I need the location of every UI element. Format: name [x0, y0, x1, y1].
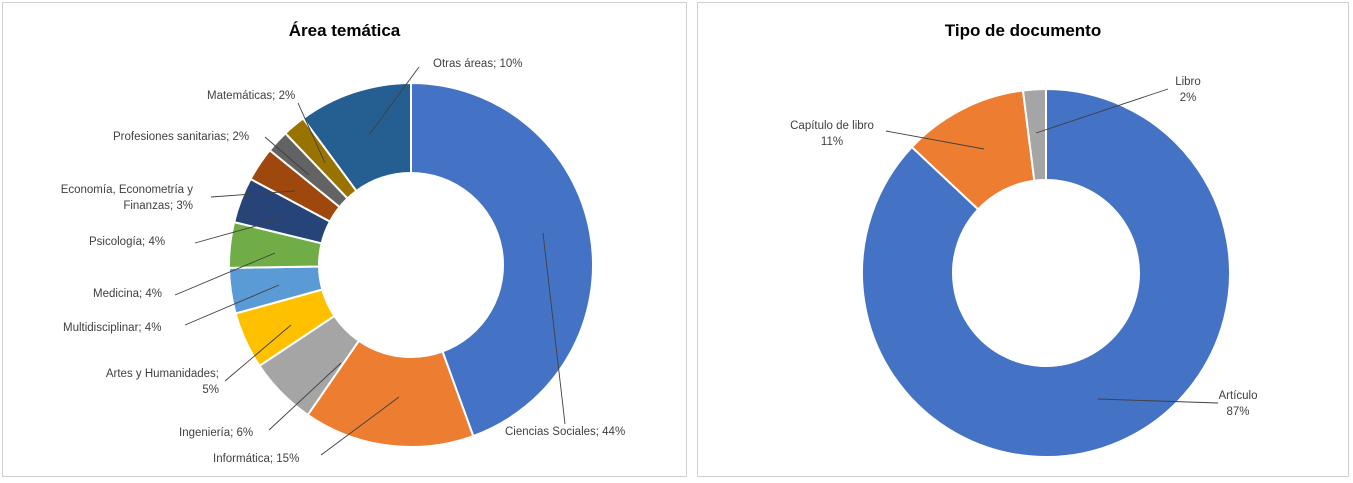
- data-label-articulo-87: Artículo 87%: [1219, 390, 1258, 418]
- data-label-ciencias-sociales-44: Ciencias Sociales; 44%: [505, 426, 625, 438]
- slice-libro-2: [1021, 87, 1047, 182]
- leader-line-multidisciplinar-4: [184, 284, 280, 326]
- leader-line-otras-areas-10: [368, 66, 420, 136]
- data-label-psicologia-4: Psicología; 4%: [89, 236, 165, 248]
- slice-articulo-87: [861, 87, 1231, 458]
- area-tematica-chart-panel: Área temática Ciencias Sociales; 44% Info…: [2, 2, 687, 477]
- data-label-medicina-4: Medicina; 4%: [93, 288, 162, 300]
- data-label-profesiones-sanitarias-2: Profesiones sanitarias; 2%: [113, 131, 249, 143]
- leader-line-ciencias-sociales-44: [542, 232, 566, 425]
- chart-title-tipo-documento: Tipo de documento: [944, 21, 1102, 40]
- leader-line-libro-2: [1035, 88, 1169, 134]
- slice-ciencias-sociales-44: [410, 81, 594, 438]
- chart-title-area-tematica: Área temática: [288, 21, 401, 40]
- data-label-otras-areas-10: Otras áreas; 10%: [433, 58, 522, 70]
- leader-line-profesiones-sanitarias-2: [264, 136, 310, 176]
- leader-line-medicina-4: [174, 252, 276, 296]
- leader-line-psicologia-4: [194, 218, 282, 244]
- leader-line-economia-econometria-y-finanzas-3: [210, 190, 296, 198]
- data-label-matematicas-2: Matemáticas; 2%: [207, 90, 295, 102]
- leader-line-artes-y-humanidades-5: [224, 324, 292, 382]
- data-label-informatica-15: Informática; 15%: [213, 453, 299, 465]
- leader-line-matematicas-2: [297, 102, 326, 164]
- leader-line-articulo-87: [1097, 398, 1219, 404]
- tipo-documento-donut-chart: Artículo 87% Capítulo de libro 11% Libro 2%: [790, 76, 1258, 458]
- data-label-capitulo-de-libro-11: Capítulo de libro 11%: [790, 120, 874, 148]
- leader-line-ingenieria-6: [268, 362, 342, 431]
- slice-otras-areas-10: [301, 81, 412, 193]
- data-label-multidisciplinar-4: Multidisciplinar; 4%: [63, 322, 161, 334]
- leader-line-informatica-15: [320, 396, 400, 456]
- data-label-artes-y-humanidades-5: Artes y Humanidades; 5%: [106, 368, 219, 396]
- data-label-economia-econometria-y-finanzas-3: Economía, Econometría y Finanzas; 3%: [61, 184, 194, 212]
- tipo-documento-chart-panel: Tipo de documento Artículo 87% Capítulo de…: [697, 2, 1349, 477]
- data-label-libro-2: Libro 2%: [1175, 76, 1201, 104]
- data-label-ingenieria-6: Ingeniería; 6%: [179, 427, 253, 439]
- slice-informatica-15: [306, 339, 475, 448]
- area-tematica-donut-chart: Ciencias Sociales; 44% Informática; 15% In…: [61, 58, 625, 465]
- leader-line-capitulo-de-libro-11: [885, 130, 985, 150]
